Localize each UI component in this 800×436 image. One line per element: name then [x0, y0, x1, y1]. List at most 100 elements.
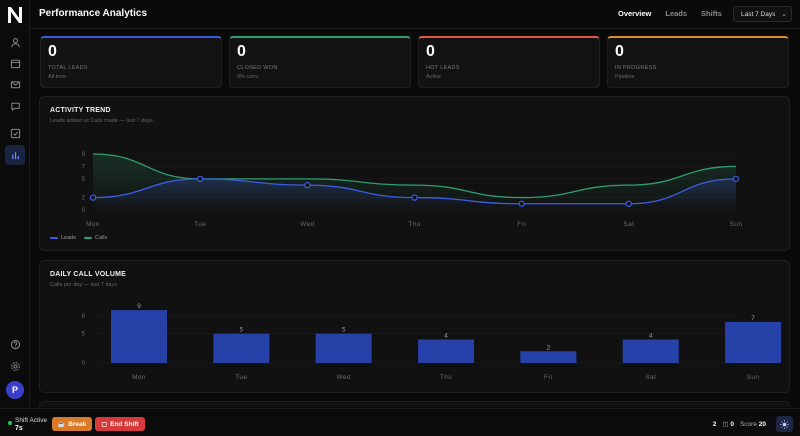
settings-icon	[10, 361, 20, 371]
stat-subtext: 0% conv.	[237, 74, 260, 80]
top-bar: Performance Analytics Overview Leads Shi…	[30, 0, 800, 29]
sidebar-item-mail[interactable]	[5, 74, 25, 94]
activity-trend-chart: 0 2 5 7 9 Mon Tue Wed Thu Fri Sat Sun	[82, 152, 743, 228]
stat-card-hot-leads: 0 HOT LEADS Active	[418, 36, 600, 88]
end-shift-button[interactable]: ▢ End Shift	[95, 417, 145, 431]
legend-item-leads[interactable]: Leads	[50, 235, 76, 241]
break-button-label: Break	[68, 420, 87, 428]
bar-value-label: 5	[240, 327, 244, 334]
bar	[622, 339, 679, 363]
view-tabs: Overview Leads Shifts	[618, 9, 722, 18]
daily-call-volume-chart: 0 5 8 9 Mon 5 Tue 5 Wed 4 Thu 2 Fri 4 Sat 7 Sun	[82, 303, 782, 381]
shift-status-label: Shift Active	[15, 417, 48, 424]
stat-value: 0	[48, 43, 57, 60]
x-tick-label: Sun	[730, 221, 743, 228]
help-icon	[10, 339, 20, 349]
bar	[213, 333, 270, 363]
x-tick-label: Thu	[408, 221, 420, 228]
inbox-icon: ◫	[722, 421, 729, 428]
stat-label: CLOSED WON	[237, 65, 278, 71]
data-point-leads	[625, 200, 633, 207]
data-point-leads	[89, 194, 97, 201]
status-counters: 2 ◫ 0 Score 20	[713, 420, 766, 429]
y-tick-label: 9	[82, 152, 86, 158]
activity-trend-panel: 0 2 5 7 9 Mon Tue Wed Thu Fri Sat Sun ACTIVITY TREN…	[39, 96, 790, 251]
app-logo[interactable]	[7, 6, 23, 24]
data-point-leads	[411, 194, 418, 201]
tab-leads[interactable]: Leads	[665, 9, 688, 18]
sidebar-item-calendar[interactable]	[5, 53, 25, 73]
sidebar-item-messages[interactable]	[5, 96, 25, 116]
tab-overview[interactable]: Overview	[618, 9, 652, 18]
bar-value-label: 9	[137, 303, 141, 310]
data-point-leads	[732, 175, 740, 183]
x-tick-label: Mon	[132, 374, 146, 381]
y-tick-label: 0	[82, 361, 86, 367]
checklist-icon	[10, 128, 20, 138]
y-tick-label: 5	[82, 332, 86, 338]
bar-value-label: 4	[444, 333, 448, 340]
next-panel	[39, 401, 790, 407]
x-tick-label: Sun	[747, 374, 760, 381]
series-area-leads	[93, 178, 736, 210]
data-point-leads	[196, 175, 204, 183]
mail-icon	[10, 80, 20, 88]
count-b: 0	[730, 421, 734, 428]
panel-subtitle: Calls per day — last 7 days	[50, 282, 117, 288]
sidebar-item-analytics[interactable]	[5, 145, 25, 165]
x-tick-label: Wed	[336, 374, 350, 381]
tab-shifts[interactable]: Shifts	[701, 9, 722, 18]
y-tick-label: 2	[82, 196, 86, 202]
page-title: Performance Analytics	[39, 8, 148, 19]
y-tick-label: 7	[82, 164, 86, 170]
score-label: Score	[739, 420, 757, 428]
sidebar: P	[0, 0, 30, 436]
coffee-icon: ☕	[57, 421, 66, 428]
date-range-value: Last 7 Days	[741, 10, 776, 18]
date-range-select[interactable]: Last 7 Days ⌄	[733, 6, 792, 22]
x-tick-label: Thu	[440, 374, 452, 381]
x-tick-label: Sat	[645, 374, 656, 381]
y-tick-label: 8	[82, 314, 86, 320]
sidebar-item-tasks[interactable]	[5, 123, 25, 143]
x-tick-label: Fri	[544, 374, 553, 381]
daily-call-volume-panel: 0 5 8 9 Mon 5 Tue 5 Wed 4 Thu 2 Fri 4 Sat 7 Sun DAILY CA…	[39, 260, 790, 393]
count-b-group: ◫ 0	[722, 420, 734, 428]
bar	[111, 310, 167, 363]
sidebar-item-help[interactable]	[5, 334, 25, 354]
y-tick-label: 5	[82, 177, 86, 183]
x-tick-label: Sat	[623, 221, 634, 228]
x-tick-label: Tue	[194, 221, 206, 228]
sidebar-item-settings[interactable]	[5, 356, 25, 376]
bar-value-label: 4	[649, 333, 653, 340]
x-tick-label: Fri	[517, 221, 526, 228]
end-shift-button-label: End Shift	[110, 420, 139, 428]
avatar[interactable]: P	[6, 381, 24, 399]
stat-value: 0	[615, 43, 624, 60]
bar-value-label: 7	[751, 315, 755, 322]
bar-value-label: 2	[547, 344, 551, 351]
shift-active-indicator	[8, 421, 12, 425]
theme-toggle-button[interactable]	[776, 416, 793, 432]
bar	[725, 321, 782, 363]
x-tick-label: Mon	[86, 221, 100, 228]
legend-label: Leads	[61, 235, 76, 241]
legend-label: Calls	[95, 235, 108, 241]
stat-value: 0	[426, 43, 435, 60]
bar	[520, 351, 577, 363]
stat-card-closed-won: 0 CLOSED WON 0% conv.	[229, 36, 411, 88]
break-button[interactable]: ☕ Break	[52, 417, 92, 431]
y-tick-label: 0	[82, 208, 86, 214]
calendar-icon	[10, 59, 20, 68]
legend-item-calls[interactable]: Calls	[84, 235, 107, 241]
data-point-leads	[518, 200, 525, 207]
bar	[418, 339, 475, 363]
stat-subtext: Active	[426, 74, 441, 80]
score-value: 20	[758, 420, 766, 428]
stat-card-in-progress: 0 IN PROGRESS Pipeline	[607, 36, 789, 88]
chat-icon	[10, 102, 20, 111]
bar	[315, 333, 372, 363]
x-tick-label: Wed	[300, 221, 314, 228]
stat-label: IN PROGRESS	[615, 65, 657, 71]
sidebar-item-contacts[interactable]	[5, 32, 25, 52]
